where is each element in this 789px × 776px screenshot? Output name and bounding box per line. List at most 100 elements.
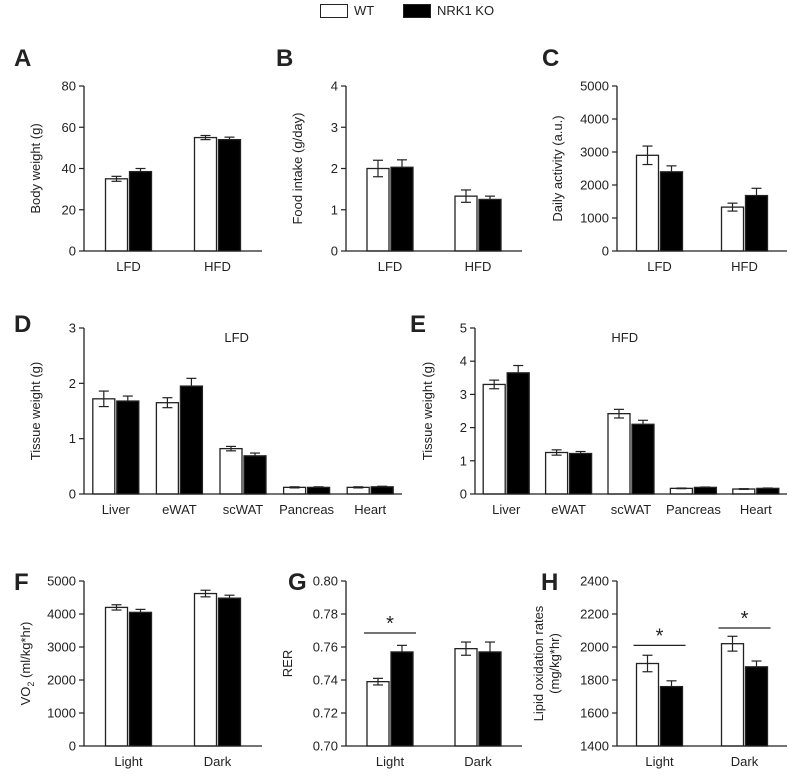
bar-wt: [92, 398, 116, 495]
chart-panel-h: H 1400 1600 1800 2000 2200 2400 Lipid oxidation…: [531, 569, 787, 769]
bar-ko: [128, 611, 153, 747]
y-tick-label: 1600: [580, 706, 609, 721]
legend-swatch-wt: [320, 3, 348, 18]
bar-ko: [693, 486, 718, 495]
chart-panel-e: E 0 1 2 3 4 5 Tissue weight (g) HFD Liver eWAT scWA…: [410, 311, 787, 517]
legend-item-wt: WT: [320, 3, 374, 18]
bar-ko: [756, 487, 780, 495]
bar-wt: [544, 451, 569, 495]
bar-wt: [366, 681, 390, 747]
panel-letter: A: [14, 45, 31, 72]
bar-ko: [744, 666, 769, 747]
y-tick-label: 4000: [580, 112, 609, 127]
x-category-label: Dark: [731, 754, 759, 769]
legend-label-wt: WT: [354, 3, 375, 18]
y-axis-label-line2: (mg/kg*hr): [547, 633, 562, 694]
y-tick-label: 2: [460, 420, 467, 435]
x-category-label: Liver: [492, 502, 521, 517]
y-tick-label: 0: [69, 487, 76, 502]
y-axis-label: Lipid oxidation rates: [531, 605, 546, 721]
y-tick-label: 1000: [580, 211, 609, 226]
y-tick-label: 3: [331, 120, 338, 135]
y-tick-label: 0.70: [313, 739, 338, 754]
chart-panel-a: A 0 20 40 60 80 Body weight (g) LFD HFD: [14, 45, 262, 274]
bar-wt: [104, 178, 129, 252]
legend-swatch-ko: [403, 3, 431, 18]
x-category-label: scWAT: [223, 502, 263, 517]
y-tick-label: 80: [62, 79, 76, 94]
panel-letter: D: [14, 311, 31, 338]
bar-ko: [306, 486, 331, 495]
bar-wt: [454, 195, 478, 252]
bar-wt: [732, 488, 756, 495]
y-tick-label: 2: [69, 376, 76, 391]
bar-wt: [720, 643, 745, 747]
x-category-label: LFD: [647, 259, 672, 274]
x-category-label: scWAT: [611, 502, 651, 517]
x-category-label: eWAT: [551, 502, 586, 517]
y-tick-label: 40: [62, 161, 76, 176]
significance-star: *: [386, 613, 394, 635]
bar-ko: [370, 486, 394, 495]
bar-wt: [193, 592, 218, 747]
chart-panel-c: C 0 1000 2000 3000 4000 5000 Daily activity (a.…: [542, 45, 787, 274]
y-tick-label: 0.76: [313, 640, 338, 655]
y-tick-label: 1: [69, 431, 76, 446]
bar-wt: [346, 486, 370, 495]
significance-star: *: [656, 625, 664, 647]
y-tick-label: 1000: [47, 706, 76, 721]
y-tick-label: 0.80: [313, 574, 338, 589]
y-axis-label: Daily activity (a.u.): [550, 115, 565, 221]
bar-wt: [635, 662, 660, 747]
x-category-label: Dark: [204, 754, 232, 769]
y-tick-label: 3000: [580, 145, 609, 160]
bar-wt: [104, 606, 129, 747]
x-category-label: Pancreas: [666, 502, 721, 517]
significance-star: *: [741, 608, 749, 630]
chart-panel-g: G 0.70 0.72 0.74 0.76 0.78 0.80 RER Light Dark *: [280, 569, 522, 769]
panel-letter: C: [542, 45, 559, 72]
bar-ko: [179, 385, 204, 495]
bar-ko: [659, 171, 684, 252]
panel-letter: E: [410, 311, 426, 338]
x-category-label: HFD: [731, 259, 758, 274]
y-tick-label: 0: [602, 244, 609, 259]
y-axis-label: RER: [280, 650, 295, 677]
bar-ko: [217, 597, 242, 747]
y-tick-label: 1: [460, 453, 467, 468]
legend-item-ko: NRK1 KO: [403, 3, 494, 18]
y-tick-label: 2: [331, 161, 338, 176]
bar-wt: [720, 206, 745, 252]
panel-letter: G: [288, 569, 307, 596]
bar-ko: [116, 400, 140, 495]
y-tick-label: 0: [69, 244, 76, 259]
x-category-label: Pancreas: [279, 502, 334, 517]
bar-wt: [193, 136, 218, 252]
y-tick-label: 2400: [580, 574, 609, 589]
y-tick-label: 0: [331, 244, 338, 259]
x-category-label: LFD: [378, 259, 403, 274]
y-tick-label: 5000: [47, 574, 76, 589]
bar-ko: [243, 455, 267, 495]
panel-letter: F: [14, 569, 29, 596]
bar-wt: [155, 402, 180, 495]
y-tick-label: 1800: [580, 673, 609, 688]
y-tick-label: 3: [69, 321, 76, 336]
y-tick-label: 5: [460, 321, 467, 336]
bar-ko: [478, 198, 502, 252]
x-category-label: Dark: [464, 754, 492, 769]
y-tick-label: 4: [331, 79, 338, 94]
x-category-label: HFD: [465, 259, 492, 274]
y-tick-label: 3: [460, 387, 467, 402]
y-tick-label: 0.72: [313, 706, 338, 721]
y-axis-label: Body weight (g): [28, 123, 43, 213]
x-category-label: Light: [376, 754, 405, 769]
panel-letter: H: [541, 569, 558, 596]
y-tick-label: 5000: [580, 79, 609, 94]
bar-ko: [390, 651, 414, 747]
bar-ko: [390, 166, 414, 252]
x-category-label: LFD: [116, 259, 141, 274]
y-tick-label: 2000: [580, 640, 609, 655]
bar-ko: [128, 170, 153, 252]
bar-ko: [478, 651, 502, 747]
